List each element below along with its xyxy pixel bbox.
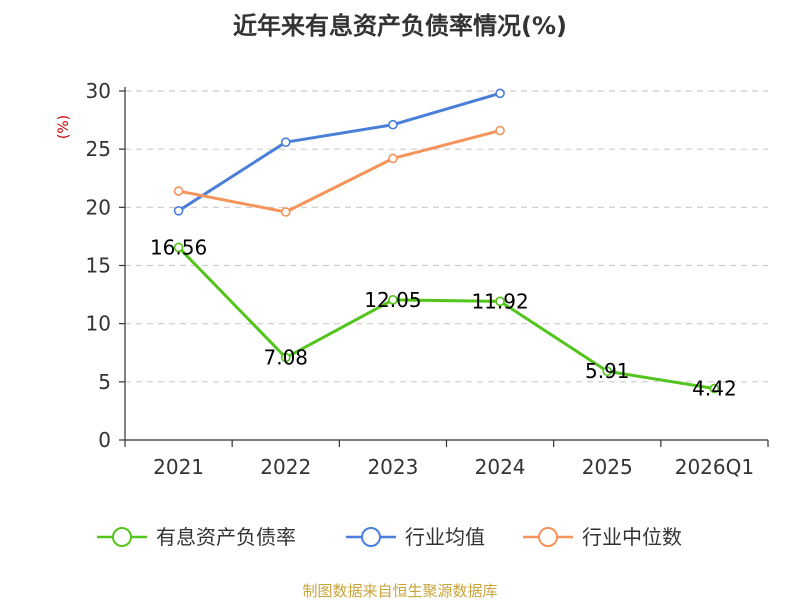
source-note: 制图数据来自恒生聚源数据库	[302, 582, 497, 600]
y-tick-label: 5	[98, 370, 111, 394]
y-tick-label: 10	[86, 312, 111, 336]
x-tick-label: 2025	[582, 455, 633, 479]
legend-item[interactable]: 有息资产负债率	[97, 525, 296, 549]
x-tick-label: 2022	[260, 455, 311, 479]
series-line	[177, 246, 715, 391]
legend-item[interactable]: 行业中位数	[523, 525, 682, 549]
grid-lines	[125, 90, 768, 383]
x-tick-label: 2021	[153, 455, 204, 479]
legend-label: 行业中位数	[582, 525, 682, 549]
data-point[interactable]	[495, 125, 505, 136]
legend-marker	[112, 527, 132, 547]
series-line	[177, 91, 501, 213]
data-point[interactable]	[280, 352, 291, 363]
data-point[interactable]	[173, 242, 184, 253]
series-2	[173, 125, 505, 217]
y-tick-label: 20	[86, 195, 111, 219]
data-point[interactable]	[495, 88, 505, 99]
y-axis-label: (%)	[56, 115, 72, 139]
data-point[interactable]	[709, 383, 720, 394]
legend-label: 行业均值	[405, 525, 485, 549]
y-tick-label: 0	[98, 428, 111, 452]
legend-item[interactable]: 行业均值	[346, 525, 485, 549]
series-group	[173, 88, 720, 394]
data-label: 5.91	[585, 359, 630, 383]
y-tick-label: 30	[86, 79, 111, 103]
data-point[interactable]	[280, 207, 291, 217]
legend-marker	[361, 527, 381, 547]
x-tick-label: 2026Q1	[675, 455, 754, 479]
data-point[interactable]	[173, 206, 184, 216]
data-label: 16.56	[150, 235, 207, 259]
data-point[interactable]	[388, 153, 398, 164]
x-tick-label: 2023	[367, 455, 418, 479]
data-point[interactable]	[388, 119, 398, 130]
legend-marker	[538, 527, 558, 547]
legend-label: 有息资产负债率	[156, 525, 296, 549]
series-1	[173, 88, 505, 216]
series-0	[173, 242, 720, 394]
y-tick-label: 15	[86, 254, 111, 278]
data-labels: 16.56 7.08 12.05 11.92 5.91 4.42	[150, 235, 737, 400]
data-point[interactable]	[602, 366, 613, 377]
y-tick-label: 25	[86, 137, 111, 161]
data-label: 4.42	[692, 377, 737, 401]
data-label: 11.92	[471, 289, 528, 313]
data-label: 7.08	[263, 346, 308, 370]
chart-title: 近年来有息资产负债率情况(%)	[233, 12, 567, 40]
data-point[interactable]	[280, 137, 291, 147]
data-label: 12.05	[364, 288, 421, 312]
series-line	[178, 129, 501, 214]
x-tick-label: 2024	[475, 455, 526, 479]
data-point[interactable]	[495, 296, 505, 307]
legend[interactable]: 有息资产负债率 行业均值 行业中位数	[97, 525, 682, 549]
data-point[interactable]	[173, 186, 184, 196]
data-point[interactable]	[388, 295, 398, 305]
